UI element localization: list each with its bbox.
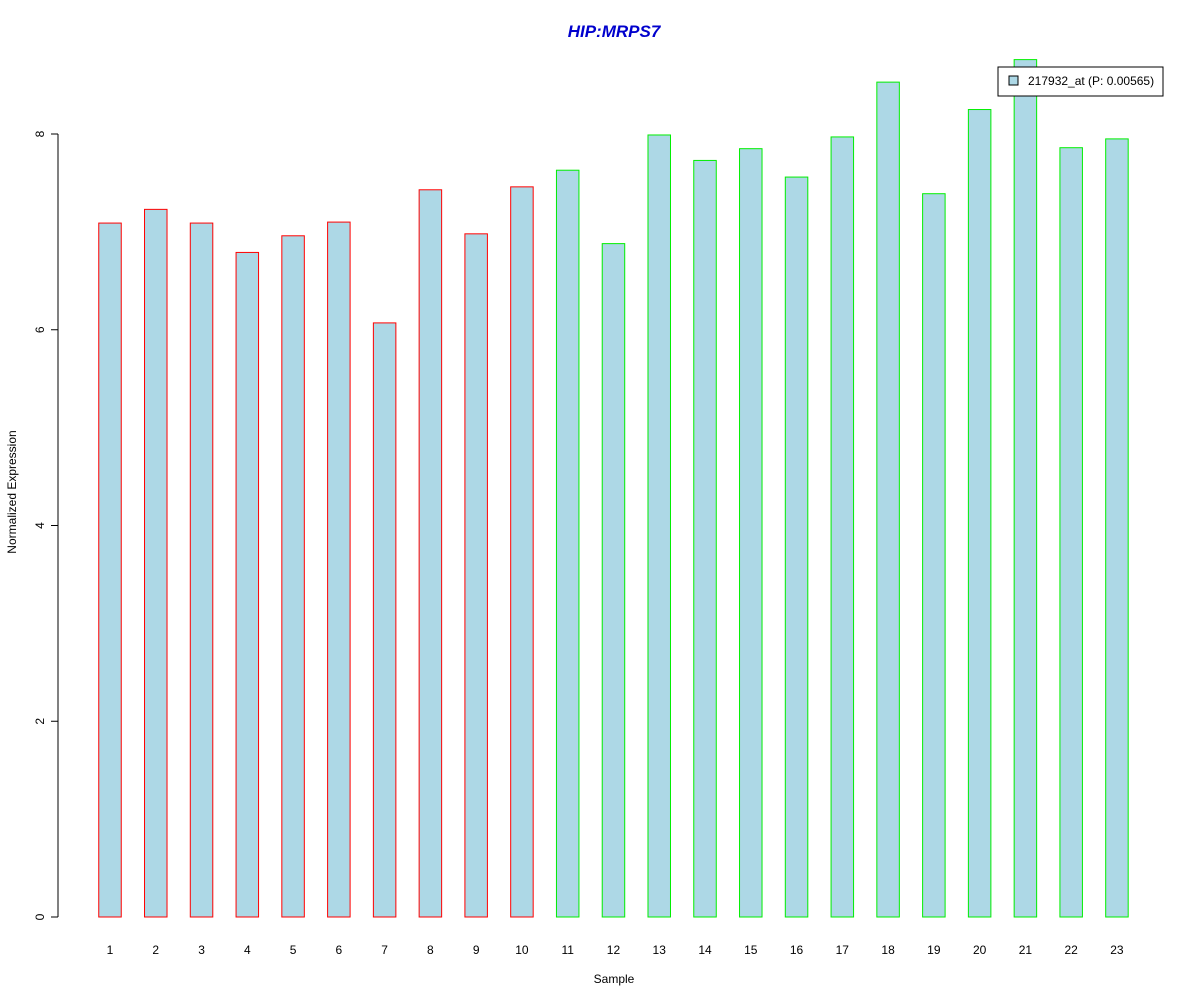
y-tick-label: 4 [33,522,47,529]
bar-sample-1 [98,222,122,918]
bar-sample-9 [464,233,488,918]
bar-sample-6 [327,221,351,918]
bar-sample-13 [647,134,671,918]
bar-sample-8 [418,189,443,918]
bar-sample-10 [510,186,534,918]
x-tick-label: 13 [653,943,667,957]
x-tick-label: 2 [152,943,159,957]
legend-swatch [1008,75,1019,86]
x-tick-labels: 1 2 3 4 5 6 7 8 9 10 11 12 13 14 15 16 17 18 19 20 21 22 23 [107,943,1124,957]
x-tick-label: 9 [473,943,480,957]
x-tick-label: 4 [244,943,251,957]
bar-sample-15 [739,148,763,918]
x-tick-label: 21 [1019,943,1033,957]
legend-box [997,66,1164,97]
x-tick-label: 3 [198,943,205,957]
bar-sample-21 [1013,59,1038,918]
y-tick-label: 8 [33,130,47,137]
bar-sample-19 [922,193,946,918]
chart-title: HIP:MRPS7 [568,22,662,41]
y-tick-label: 0 [33,913,47,920]
x-tick-label: 1 [107,943,114,957]
x-tick-label: 12 [607,943,621,957]
x-tick-label: 15 [744,943,758,957]
bar-sample-7 [372,322,397,918]
x-tick-label: 20 [973,943,987,957]
y-axis-label: Normalized Expression [5,430,19,553]
x-tick-label: 10 [515,943,529,957]
y-ticks: 0 2 4 6 8 [33,130,58,920]
x-tick-label: 23 [1110,943,1124,957]
bars [98,59,1129,918]
x-tick-label: 14 [698,943,712,957]
x-tick-label: 19 [927,943,941,957]
x-tick-label: 22 [1064,943,1078,957]
bar-sample-4 [235,251,260,918]
bar-sample-12 [601,243,626,918]
bar-sample-14 [693,159,717,918]
x-tick-label: 11 [561,943,574,957]
y-axis: 0 2 4 6 8 [33,130,59,920]
legend: 217932_at (P: 0.00565) [997,66,1164,97]
x-tick-label: 18 [881,943,895,957]
bar-sample-5 [281,235,305,918]
bar-sample-2 [144,208,168,918]
x-tick-label: 8 [427,943,434,957]
legend-label: 217932_at (P: 0.00565) [1028,74,1154,88]
bar-sample-11 [555,169,580,918]
x-axis-label: Sample [594,972,635,986]
bar-sample-18 [876,81,900,918]
bar-sample-20 [967,109,992,918]
y-tick-label: 6 [33,326,47,333]
x-tick-label: 16 [790,943,804,957]
bar-sample-17 [830,136,855,918]
bar-sample-22 [1059,147,1083,918]
bar-sample-16 [784,176,809,918]
bar-sample-3 [189,222,214,918]
y-tick-label: 2 [33,718,47,725]
x-tick-label: 7 [381,943,388,957]
bar-sample-23 [1105,138,1129,918]
x-tick-label: 6 [336,943,343,957]
x-tick-label: 5 [290,943,297,957]
x-tick-label: 17 [836,943,850,957]
